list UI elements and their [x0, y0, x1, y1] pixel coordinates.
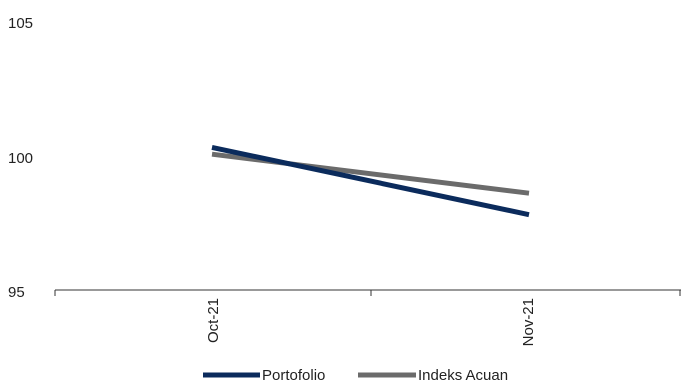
legend-label-indeks-acuan: Indeks Acuan	[418, 367, 508, 380]
series-layer	[211, 144, 530, 218]
y-tick-label: 105	[8, 15, 33, 32]
x-axis-category-labels: Oct-21 Nov-21	[205, 298, 537, 346]
y-axis-tick-labels: 105 100 95	[8, 15, 33, 301]
legend-label-portofolio: Portofolio	[262, 367, 325, 380]
series-line-portofolio	[211, 144, 530, 218]
x-category-label: Oct-21	[205, 298, 222, 343]
x-axis-ticks	[54, 290, 681, 296]
y-tick-label: 95	[8, 284, 25, 301]
x-category-label: Nov-21	[520, 298, 537, 346]
y-tick-label: 100	[8, 150, 33, 167]
legend: Portofolio Indeks Acuan	[203, 367, 508, 380]
